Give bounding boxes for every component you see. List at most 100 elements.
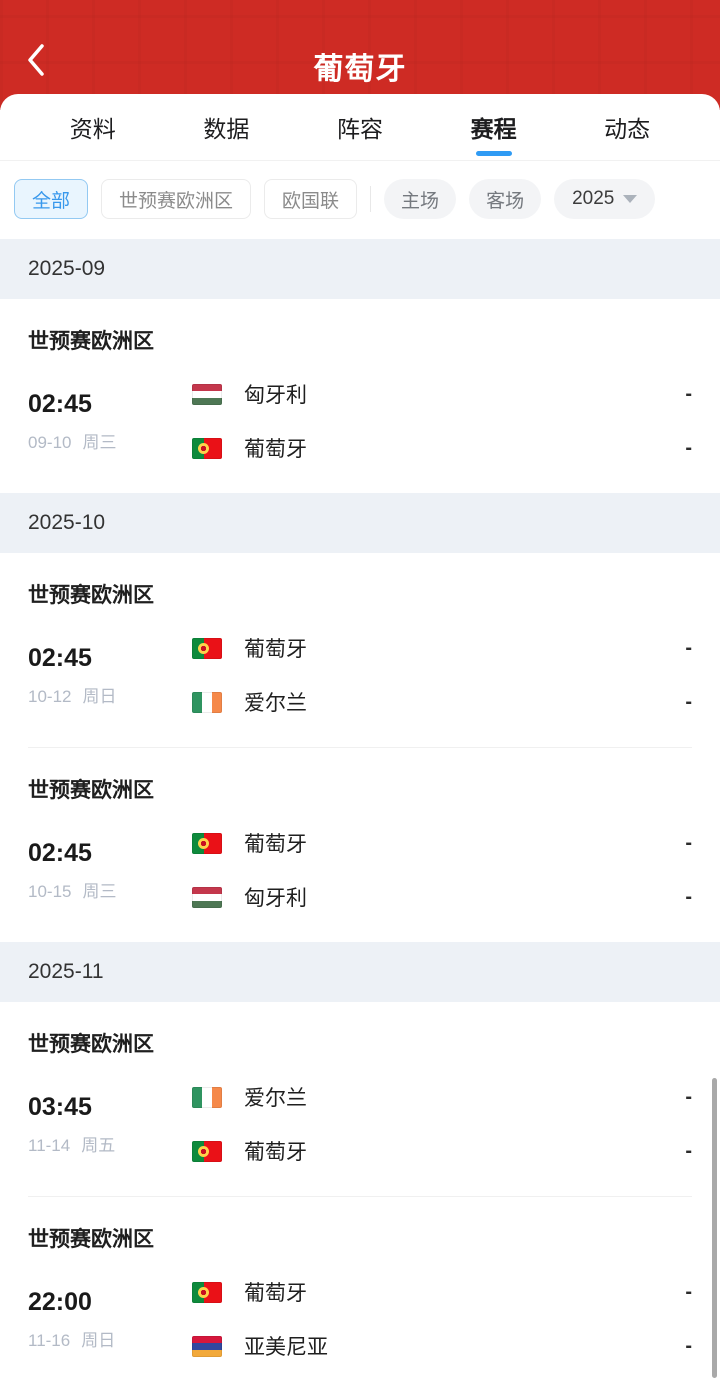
tab-stats[interactable]: 数据 <box>203 116 250 142</box>
team-score: - <box>685 1139 692 1162</box>
flag-hungary-icon <box>192 383 222 405</box>
team-line: 爱尔兰 - <box>192 1072 692 1122</box>
app-header: 葡萄牙 <box>0 0 720 110</box>
filter-chip-all[interactable]: 全部 <box>14 179 89 219</box>
team-score: - <box>685 885 692 908</box>
team-line: 匈牙利 - <box>192 872 692 922</box>
filter-chip-away[interactable]: 客场 <box>469 179 542 219</box>
team-score: - <box>685 436 692 459</box>
page-title: 葡萄牙 <box>313 53 407 86</box>
flag-portugal-icon <box>192 832 222 854</box>
team-score: - <box>685 1280 692 1303</box>
match-date: 09-10 周三 <box>28 428 192 453</box>
team-name: 葡萄牙 <box>244 1282 307 1305</box>
match-time-block: 02:45 10-12 周日 <box>28 644 192 707</box>
team-line: 葡萄牙 - <box>192 1267 692 1317</box>
filter-chip-home[interactable]: 主场 <box>384 179 457 219</box>
dropdown-caret-icon <box>623 195 638 203</box>
competition-label: 世预赛欧洲区 <box>28 1228 154 1251</box>
weekday-value: 周日 <box>82 686 117 706</box>
filter-chip-nations-league[interactable]: 欧国联 <box>264 179 358 219</box>
teams-block: 爱尔兰 - 葡萄牙 - <box>192 1072 692 1176</box>
team-line: 葡萄牙 - <box>192 623 692 673</box>
flag-hungary-icon <box>192 886 222 908</box>
flag-portugal-icon <box>192 1140 222 1162</box>
team-name: 葡萄牙 <box>244 833 307 856</box>
date-value: 10-12 <box>28 686 72 706</box>
match-time-block: 22:00 11-16 周日 <box>28 1288 192 1351</box>
team-score: - <box>685 382 692 405</box>
match-time-block: 02:45 09-10 周三 <box>28 390 192 453</box>
year-selector-label: 2025 <box>572 188 615 209</box>
match-row[interactable]: 22:00 11-16 周日 葡萄牙 - 亚美尼亚 - <box>0 1259 720 1378</box>
match-time: 02:45 <box>28 838 92 867</box>
match-row[interactable]: 02:45 09-10 周三 匈牙利 - 葡萄牙 - <box>0 361 720 493</box>
match-time: 03:45 <box>28 1092 92 1121</box>
filter-bar: 全部 世预赛欧洲区 欧国联 主场 客场 2025 <box>0 161 720 239</box>
chevron-left-icon <box>28 44 44 76</box>
filter-separator <box>370 186 372 212</box>
month-header: 2025-11 <box>0 942 720 1002</box>
scrollbar-thumb[interactable] <box>712 1078 717 1378</box>
teams-block: 葡萄牙 - 亚美尼亚 - <box>192 1267 692 1371</box>
match-date: 11-16 周日 <box>28 1326 192 1351</box>
team-score: - <box>685 636 692 659</box>
match-row[interactable]: 03:45 11-14 周五 爱尔兰 - 葡萄牙 - <box>0 1064 720 1196</box>
tab-news[interactable]: 动态 <box>604 116 651 142</box>
competition-label: 世预赛欧洲区 <box>28 330 154 353</box>
flag-portugal-icon <box>192 637 222 659</box>
team-score: - <box>685 1334 692 1357</box>
match-date: 10-12 周日 <box>28 682 192 707</box>
content-card: 资料 数据 阵容 赛程 动态 全部 世预赛欧洲区 欧国联 主场 客场 2025 2025-09 世预… <box>0 94 720 1378</box>
month-header: 2025-09 <box>0 239 720 299</box>
flag-portugal-icon <box>192 437 222 459</box>
weekday-value: 周三 <box>82 881 117 901</box>
year-selector[interactable]: 2025 <box>554 179 656 219</box>
tab-squad[interactable]: 阵容 <box>336 116 383 142</box>
match-time-block: 03:45 11-14 周五 <box>28 1093 192 1156</box>
schedule-list: 2025-09 世预赛欧洲区 02:45 09-10 周三 匈牙利 - 葡萄牙 -2025-10… <box>0 239 720 1378</box>
teams-block: 匈牙利 - 葡萄牙 - <box>192 369 692 473</box>
tab-profile[interactable]: 资料 <box>69 116 116 142</box>
date-value: 11-14 <box>28 1135 71 1155</box>
match-row[interactable]: 02:45 10-12 周日 葡萄牙 - 爱尔兰 - <box>0 615 720 747</box>
month-label: 2025-09 <box>28 257 106 280</box>
competition-label: 世预赛欧洲区 <box>28 779 154 802</box>
competition-label: 世预赛欧洲区 <box>28 1033 154 1056</box>
tab-bar: 资料 数据 阵容 赛程 动态 <box>0 94 720 161</box>
team-score: - <box>685 1085 692 1108</box>
team-line: 葡萄牙 - <box>192 423 692 473</box>
match-date: 11-14 周五 <box>28 1131 192 1156</box>
month-header: 2025-10 <box>0 493 720 553</box>
match-time-block: 02:45 10-15 周三 <box>28 839 192 902</box>
date-value: 11-16 <box>28 1330 71 1350</box>
team-name: 葡萄牙 <box>244 438 307 461</box>
team-name: 爱尔兰 <box>244 1087 307 1110</box>
teams-block: 葡萄牙 - 爱尔兰 - <box>192 623 692 727</box>
team-score: - <box>685 690 692 713</box>
match-time: 02:45 <box>28 389 92 418</box>
team-name: 匈牙利 <box>244 384 307 407</box>
match-divider <box>28 747 692 748</box>
back-button[interactable] <box>18 40 54 80</box>
month-label: 2025-11 <box>28 960 104 983</box>
match-time: 22:00 <box>28 1287 92 1316</box>
team-name: 爱尔兰 <box>244 692 307 715</box>
team-line: 爱尔兰 - <box>192 677 692 727</box>
tab-schedule[interactable]: 赛程 <box>427 94 561 160</box>
team-line: 亚美尼亚 - <box>192 1321 692 1371</box>
team-name: 葡萄牙 <box>244 1141 307 1164</box>
weekday-value: 周三 <box>82 432 117 452</box>
match-divider <box>28 1196 692 1197</box>
match-date: 10-15 周三 <box>28 877 192 902</box>
team-line: 匈牙利 - <box>192 369 692 419</box>
team-name: 亚美尼亚 <box>244 1336 328 1359</box>
teams-block: 葡萄牙 - 匈牙利 - <box>192 818 692 922</box>
team-line: 葡萄牙 - <box>192 1126 692 1176</box>
date-value: 09-10 <box>28 432 72 452</box>
filter-chip-wcq-europe[interactable]: 世预赛欧洲区 <box>101 179 252 219</box>
match-time: 02:45 <box>28 643 92 672</box>
date-value: 10-15 <box>28 881 72 901</box>
team-name: 葡萄牙 <box>244 638 307 661</box>
match-row[interactable]: 02:45 10-15 周三 葡萄牙 - 匈牙利 - <box>0 810 720 942</box>
